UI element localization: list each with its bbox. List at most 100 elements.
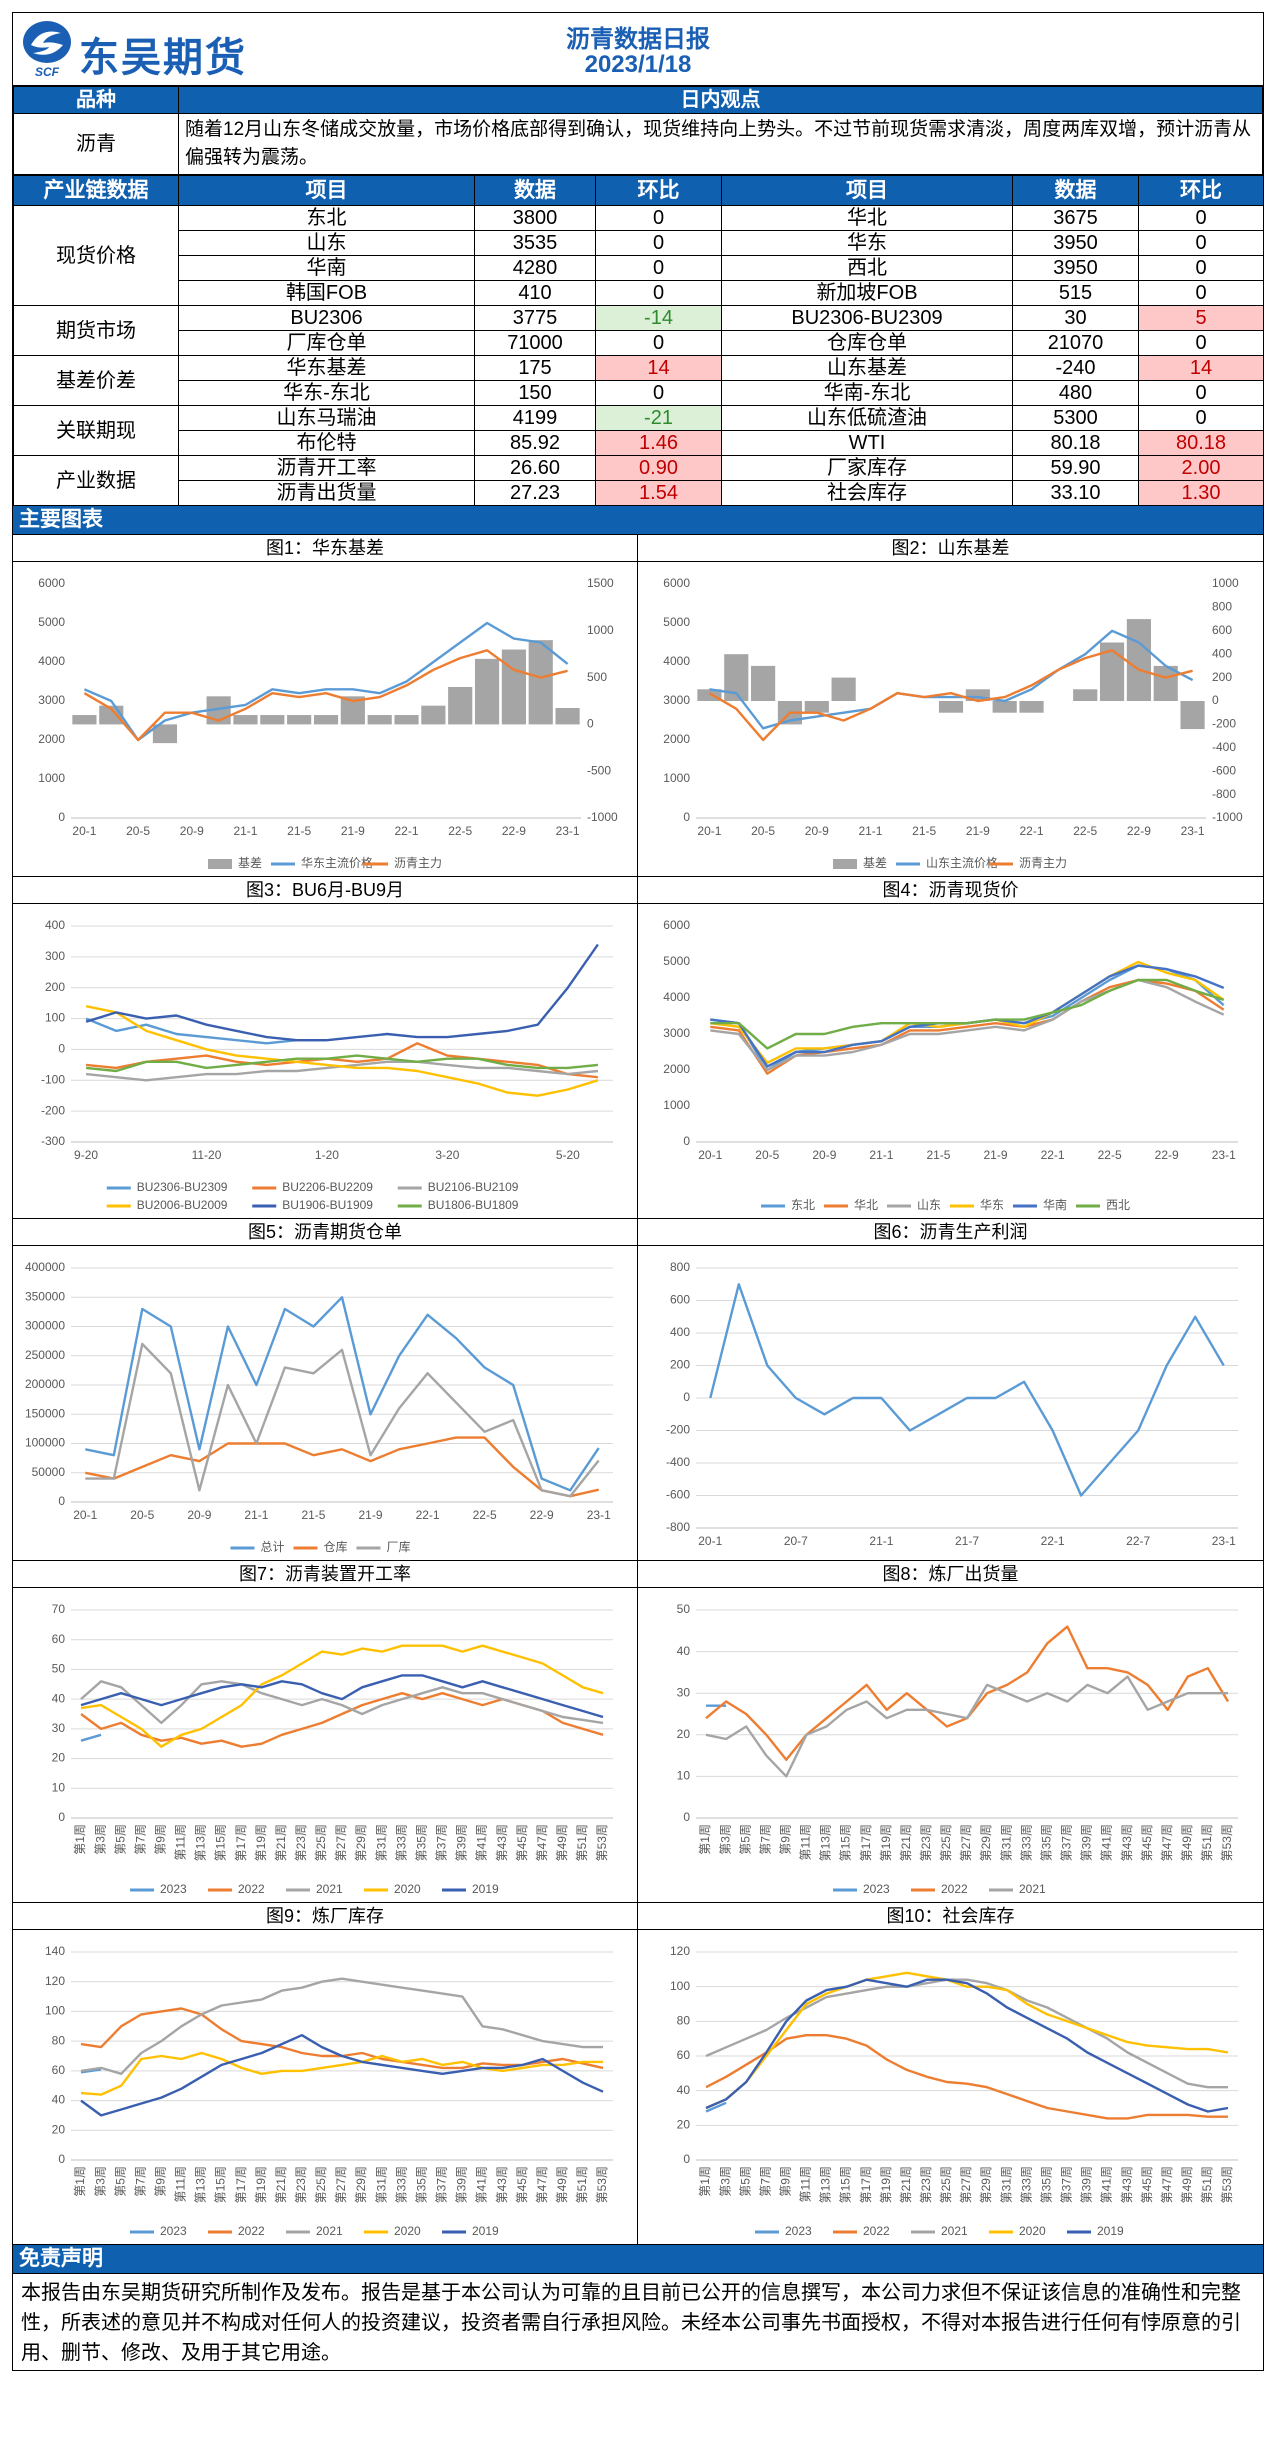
bar xyxy=(260,715,285,725)
x-tick-label: 第51周 xyxy=(575,1824,589,1861)
x-tick-label: 1-20 xyxy=(315,1148,339,1162)
x-tick-label: 第11周 xyxy=(799,1824,813,1860)
x-tick-label: 21-9 xyxy=(984,1148,1008,1162)
series-line xyxy=(80,1733,102,1742)
series-line xyxy=(80,1644,604,1748)
x-tick-label: 第17周 xyxy=(234,2166,248,2203)
bar xyxy=(965,689,990,701)
y-tick-label: 0 xyxy=(58,2152,65,2166)
view-text: 随着12月山东冬储成交放量，市场价格底部得到确认，现货维持向上势头。不过节前现货… xyxy=(178,113,1263,175)
series-line xyxy=(705,2101,727,2113)
legend-label: 2021 xyxy=(941,2224,968,2238)
y-tick-label: -400 xyxy=(666,1455,690,1469)
y-tick-label: 100000 xyxy=(25,1436,65,1450)
data-cell: 0 xyxy=(595,230,722,256)
data-cell: 0 xyxy=(595,205,722,231)
data-row: 华南 4280 0 西北 3950 0 xyxy=(14,255,1264,281)
y-tick-label: 20 xyxy=(677,1727,691,1741)
chart-panel: 图9：炼厂库存 0 20 40 60 80 100 120 140 第1周 第3周 第5周 第7周 第9周… xyxy=(13,1903,638,2245)
x-tick-label: 第11周 xyxy=(174,1824,188,1860)
legend-label: 基差 xyxy=(863,856,887,870)
series-line xyxy=(705,1675,1228,1778)
x-tick-label: 第15周 xyxy=(839,2166,853,2203)
group-name: 产业数据 xyxy=(13,455,179,506)
data-cell: 布伦特 xyxy=(178,430,475,456)
bar xyxy=(1153,665,1178,701)
data-cell: 150 xyxy=(474,380,596,406)
chart: 0 1000 2000 3000 4000 5000 6000 -1000 -500 0 500 10… xyxy=(38,576,618,870)
x-tick-label: 21-7 xyxy=(955,1534,979,1548)
data-cell: 1.46 xyxy=(595,430,722,456)
header-row: 产业链数据 项目 数据 环比 项目 数据 环比 xyxy=(13,175,1264,206)
legend-label: 华东 xyxy=(980,1198,1004,1212)
y-tick-label: 80 xyxy=(677,2014,691,2028)
x-tick-label: 第7周 xyxy=(758,2166,772,2197)
legend-label: 山东主流价格 xyxy=(926,855,998,870)
x-tick-label: 第9周 xyxy=(779,1824,793,1855)
chart-panel: 图2：山东基差 0 1000 2000 3000 4000 5000 6000 -1000 -80… xyxy=(638,535,1263,877)
x-tick-label: 第9周 xyxy=(154,2166,168,2197)
legend-label: 山东 xyxy=(917,1198,941,1212)
x-tick-label: 22-5 xyxy=(1098,1148,1122,1162)
data-cell: 0 xyxy=(595,330,722,356)
x-tick-label: 21-5 xyxy=(301,1508,325,1522)
legend-label: BU2306-BU2309 xyxy=(137,1180,228,1194)
data-cell: 3950 xyxy=(1012,230,1139,256)
legend-label: 2020 xyxy=(1019,2224,1046,2238)
chart: 0 1000 2000 3000 4000 5000 6000 20-1 20-5 20-9 21-… xyxy=(663,918,1238,1212)
chart: 0 20 40 60 80 100 120 140 第1周 第3周 第5周 第7周 第9周 第11周 第13… xyxy=(45,1944,613,2238)
y-tick-label: 0 xyxy=(683,1390,690,1404)
y-tick-label: 0 xyxy=(683,1810,690,1824)
data-cell: 3535 xyxy=(474,230,596,256)
x-tick-label: 5-20 xyxy=(556,1148,580,1162)
y2-tick-label: -800 xyxy=(1212,787,1236,801)
bar xyxy=(152,724,178,744)
bar xyxy=(555,708,580,725)
data-cell: 华东 xyxy=(721,230,1013,256)
data-cell: 山东马瑞油 xyxy=(178,405,475,431)
x-tick-label: 第23周 xyxy=(919,1824,933,1861)
y-tick-label: 60 xyxy=(677,2048,691,2062)
group-name: 基差价差 xyxy=(13,355,179,406)
data-cell: -21 xyxy=(595,405,722,431)
y-tick-label: 3000 xyxy=(663,1026,690,1040)
chart-panel: 图6：沥青生产利润 -800 -600 -400 -200 0 200 400 600 800 20… xyxy=(638,1219,1263,1561)
y-tick-label: 100 xyxy=(45,1011,65,1025)
y-tick-label: 6000 xyxy=(663,576,690,590)
y-tick-label: 0 xyxy=(683,810,690,824)
bar xyxy=(1019,701,1044,713)
y-tick-label: 5000 xyxy=(663,954,690,968)
y-tick-label: 0 xyxy=(58,1494,65,1508)
x-tick-label: 第33周 xyxy=(394,2166,408,2203)
x-tick-label: 20-1 xyxy=(698,1148,722,1162)
x-tick-label: 20-9 xyxy=(187,1508,211,1522)
y-tick-label: 30 xyxy=(677,1685,691,1699)
y2-tick-label: -200 xyxy=(1212,717,1236,731)
logo-text: SCF xyxy=(35,65,59,79)
data-cell: 1.30 xyxy=(1138,480,1264,506)
series-line xyxy=(80,1680,604,1725)
x-tick-label: 第13周 xyxy=(819,2166,833,2203)
x-tick-label: 第45周 xyxy=(1140,1824,1154,1861)
data-cell: 沥青出货量 xyxy=(178,480,475,506)
x-tick-label: 第23周 xyxy=(294,1824,308,1861)
y-tick-label: 5000 xyxy=(38,615,65,629)
x-tick-label: 22-5 xyxy=(473,1508,497,1522)
series-line xyxy=(80,2051,603,2096)
x-tick-label: 第17周 xyxy=(234,1824,248,1861)
x-tick-label: 21-1 xyxy=(244,1508,268,1522)
legend-label: 华南 xyxy=(1043,1197,1067,1212)
x-tick-label: 21-5 xyxy=(926,1148,950,1162)
data-cell: 5 xyxy=(1138,305,1264,331)
variety: 沥青 xyxy=(13,113,179,175)
y-tick-label: -200 xyxy=(666,1423,690,1437)
chart: 0 50000 100000 150000 200000 250000 300000 3500… xyxy=(25,1260,613,1554)
y-tick-label: 0 xyxy=(58,810,65,824)
x-tick-label: 第27周 xyxy=(959,1824,973,1861)
data-cell: 厂库仓单 xyxy=(178,330,475,356)
series-line xyxy=(85,1042,599,1079)
x-tick-label: 21-9 xyxy=(359,1508,383,1522)
section-title: 免责声明 xyxy=(13,2245,1263,2274)
y-tick-label: 120 xyxy=(670,1944,690,1958)
series-line xyxy=(85,943,599,1042)
